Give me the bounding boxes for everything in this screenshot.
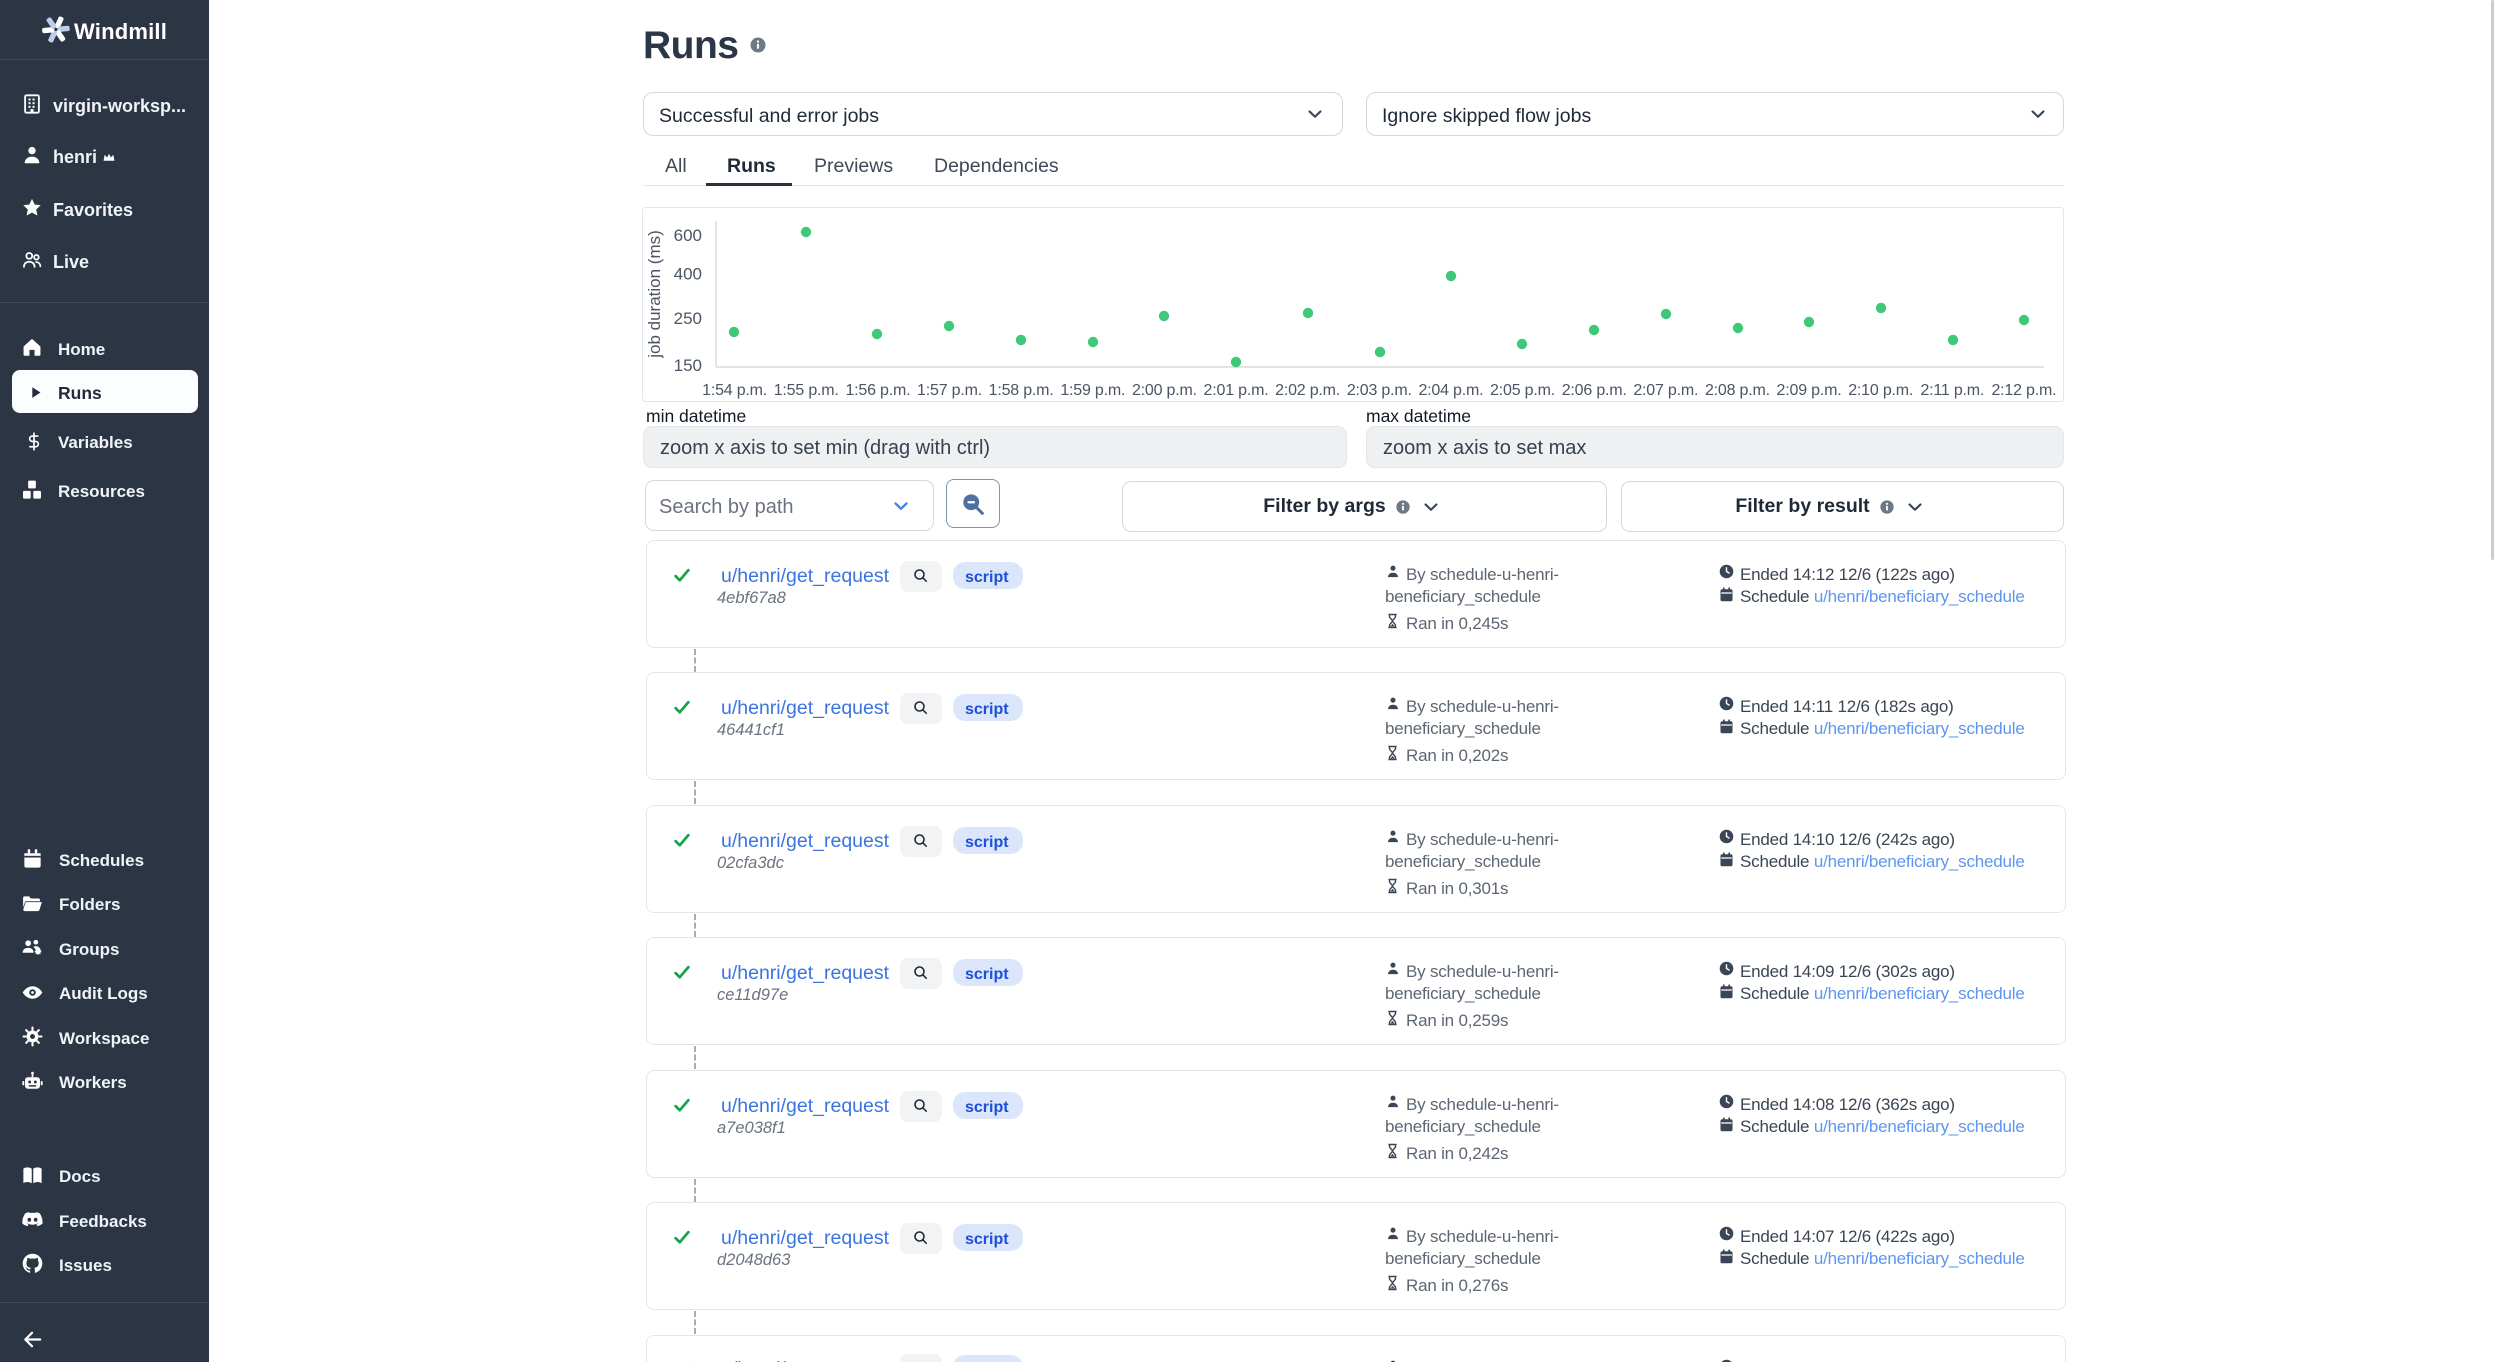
svg-text:2:11 p.m.: 2:11 p.m. xyxy=(1920,382,1984,399)
svg-text:150: 150 xyxy=(674,356,702,375)
svg-text:2:04 p.m.: 2:04 p.m. xyxy=(1418,382,1483,399)
svg-text:2:07 p.m.: 2:07 p.m. xyxy=(1633,382,1698,399)
svg-text:600: 600 xyxy=(674,226,702,245)
svg-text:400: 400 xyxy=(674,265,702,284)
svg-text:2:06 p.m.: 2:06 p.m. xyxy=(1562,382,1627,399)
svg-text:2:01 p.m.: 2:01 p.m. xyxy=(1204,382,1269,399)
svg-text:2:02 p.m.: 2:02 p.m. xyxy=(1275,382,1340,399)
svg-text:2:10 p.m.: 2:10 p.m. xyxy=(1848,382,1913,399)
svg-text:2:03 p.m.: 2:03 p.m. xyxy=(1347,382,1412,399)
svg-text:2:00 p.m.: 2:00 p.m. xyxy=(1132,382,1197,399)
svg-text:2:05 p.m.: 2:05 p.m. xyxy=(1490,382,1555,399)
svg-text:job duration (ms): job duration (ms) xyxy=(645,230,664,359)
svg-text:2:09 p.m.: 2:09 p.m. xyxy=(1777,382,1842,399)
svg-text:1:56 p.m.: 1:56 p.m. xyxy=(845,382,910,399)
svg-text:1:59 p.m.: 1:59 p.m. xyxy=(1060,382,1125,399)
svg-text:1:57 p.m.: 1:57 p.m. xyxy=(917,382,982,399)
svg-text:250: 250 xyxy=(674,309,702,328)
svg-text:1:54 p.m.: 1:54 p.m. xyxy=(702,382,767,399)
svg-text:1:58 p.m.: 1:58 p.m. xyxy=(989,382,1054,399)
svg-text:1:55 p.m.: 1:55 p.m. xyxy=(774,382,839,399)
svg-text:2:12 p.m.: 2:12 p.m. xyxy=(1991,382,2056,399)
svg-text:2:08 p.m.: 2:08 p.m. xyxy=(1705,382,1770,399)
